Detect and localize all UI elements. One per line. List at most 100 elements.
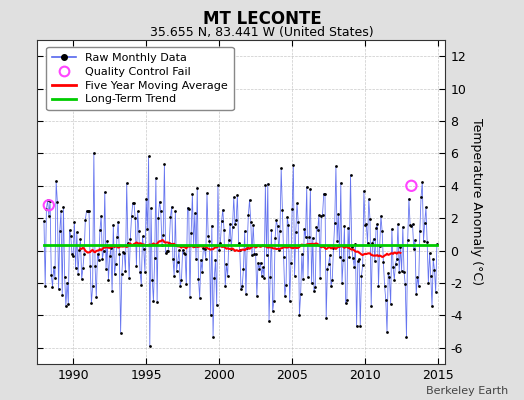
Point: [317, 213, 325, 219]
Point: [331, 220, 339, 226]
Point: [310, 288, 318, 294]
Point: [68, 250, 76, 257]
Point: [356, 322, 365, 329]
Point: [265, 318, 273, 324]
Point: [407, 223, 416, 230]
Point: [377, 213, 385, 219]
Point: [369, 236, 378, 242]
Point: [90, 150, 98, 156]
Point: [211, 257, 220, 264]
Point: [46, 197, 54, 204]
Point: [347, 243, 356, 250]
Point: [225, 236, 233, 243]
Point: [306, 186, 314, 192]
Point: [203, 190, 211, 196]
Point: [141, 269, 149, 275]
Point: [241, 228, 249, 234]
Point: [388, 226, 396, 232]
Point: [312, 224, 321, 230]
Point: [427, 273, 435, 280]
Y-axis label: Temperature Anomaly (°C): Temperature Anomaly (°C): [470, 118, 483, 286]
Point: [113, 234, 121, 240]
Point: [103, 238, 112, 244]
Point: [342, 300, 350, 307]
Point: [395, 269, 403, 276]
Point: [248, 252, 256, 258]
Point: [82, 208, 91, 214]
Point: [124, 240, 132, 246]
Point: [196, 256, 205, 263]
Point: [374, 282, 383, 289]
Point: [271, 235, 279, 242]
Point: [424, 280, 433, 286]
Point: [422, 204, 430, 210]
Point: [132, 263, 140, 269]
Point: [328, 276, 336, 283]
Point: [278, 206, 287, 213]
Point: [135, 228, 143, 234]
Point: [351, 240, 359, 247]
Point: [160, 161, 169, 168]
Point: [87, 300, 95, 306]
Point: [359, 188, 368, 194]
Point: [397, 268, 406, 274]
Point: [358, 262, 367, 268]
Point: [111, 271, 119, 277]
Point: [101, 189, 109, 195]
Point: [74, 270, 82, 277]
Point: [305, 234, 313, 240]
Point: [264, 180, 272, 187]
Point: [112, 261, 120, 267]
Point: [182, 281, 191, 287]
Point: [267, 227, 276, 234]
Point: [220, 227, 228, 233]
Point: [126, 236, 135, 242]
Point: [199, 245, 208, 251]
Point: [323, 266, 332, 272]
Point: [230, 194, 238, 200]
Point: [289, 162, 298, 168]
Point: [152, 175, 160, 181]
Point: [362, 221, 370, 228]
Point: [40, 218, 48, 224]
Point: [367, 303, 375, 309]
Point: [339, 257, 347, 264]
Point: [349, 255, 357, 262]
Point: [370, 258, 379, 264]
Point: [217, 218, 226, 224]
Point: [406, 222, 414, 228]
Point: [253, 292, 261, 299]
Point: [155, 198, 163, 205]
Point: [62, 303, 70, 309]
Point: [316, 275, 324, 282]
Point: [91, 263, 99, 270]
Point: [346, 172, 355, 178]
Point: [114, 218, 123, 225]
Point: [390, 276, 399, 283]
Point: [287, 260, 295, 266]
Point: [176, 282, 184, 289]
Point: [259, 264, 267, 270]
Point: [209, 334, 217, 340]
Point: [183, 204, 192, 211]
Point: [204, 232, 212, 239]
Point: [84, 208, 92, 214]
Point: [58, 292, 67, 298]
Point: [41, 283, 49, 290]
Point: [123, 180, 131, 186]
Point: [192, 256, 200, 262]
Point: [168, 204, 176, 210]
Point: [309, 235, 317, 241]
Point: [216, 240, 225, 246]
Point: [221, 283, 230, 290]
Point: [172, 267, 181, 274]
Point: [205, 238, 214, 244]
Point: [379, 258, 388, 265]
Point: [57, 208, 65, 214]
Point: [119, 248, 127, 255]
Point: [191, 210, 199, 216]
Point: [286, 298, 294, 304]
Point: [321, 190, 329, 197]
Point: [63, 280, 71, 286]
Point: [75, 247, 83, 253]
